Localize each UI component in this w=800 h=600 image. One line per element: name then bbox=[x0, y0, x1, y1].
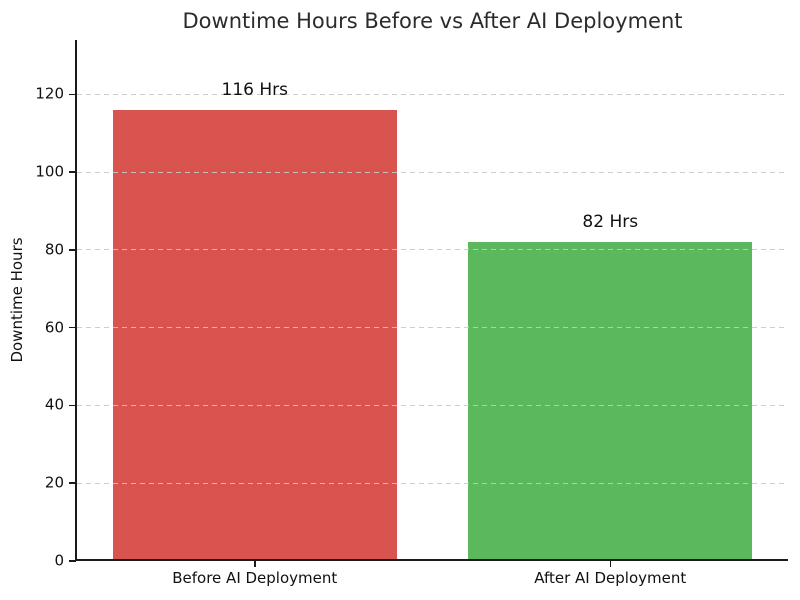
gridline bbox=[77, 327, 788, 329]
y-tick-mark bbox=[68, 93, 76, 96]
y-tick-mark bbox=[68, 482, 76, 484]
y-axis-spine bbox=[75, 40, 77, 561]
x-tick-label: Before AI Deployment bbox=[172, 569, 338, 587]
y-tick-mark bbox=[68, 404, 76, 407]
y-tick-label: 40 bbox=[44, 395, 64, 414]
x-tick-mark bbox=[609, 561, 611, 567]
gridline bbox=[77, 171, 788, 173]
y-tick-mark bbox=[68, 326, 76, 329]
y-tick-mark bbox=[68, 560, 76, 562]
x-tick-label: After AI Deployment bbox=[534, 569, 687, 587]
bar-value-label: 116 Hrs bbox=[221, 79, 288, 100]
x-tick-mark bbox=[254, 561, 256, 567]
y-tick-label: 100 bbox=[35, 162, 64, 181]
gridline bbox=[77, 93, 788, 95]
y-tick-label: 60 bbox=[44, 318, 64, 337]
plot-area: 0 20 40 60 80 100 120 116 Hrs Before AI Deployme… bbox=[35, 40, 788, 587]
x-axis-spine bbox=[75, 559, 788, 561]
bar bbox=[468, 242, 753, 561]
chart-title: Downtime Hours Before vs After AI Deploy… bbox=[182, 9, 683, 33]
y-tick-label: 20 bbox=[44, 473, 64, 492]
gridline bbox=[77, 249, 788, 251]
gridline bbox=[77, 404, 788, 406]
y-axis-title: Downtime Hours bbox=[8, 237, 26, 363]
y-tick-label: 80 bbox=[44, 240, 64, 259]
y-tick-label: 0 bbox=[54, 551, 64, 570]
gridline bbox=[77, 482, 788, 484]
bar-value-label: 82 Hrs bbox=[582, 212, 639, 233]
y-tick-mark bbox=[68, 249, 76, 251]
bar bbox=[112, 110, 397, 561]
y-tick-label: 120 bbox=[35, 84, 64, 103]
y-tick-mark bbox=[68, 171, 76, 173]
